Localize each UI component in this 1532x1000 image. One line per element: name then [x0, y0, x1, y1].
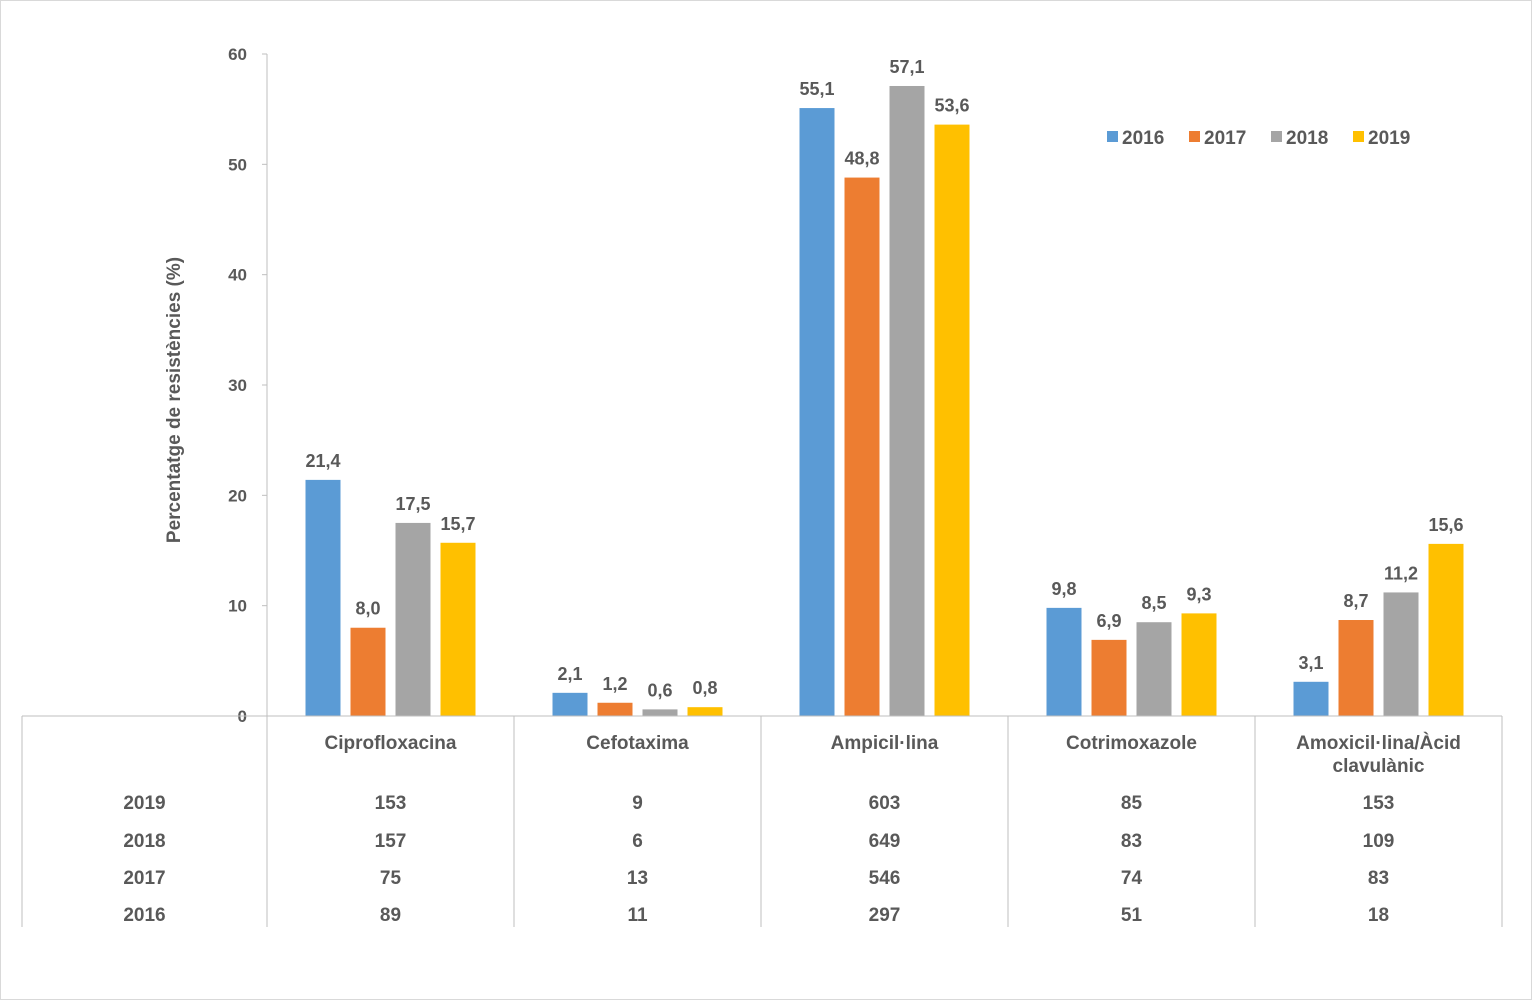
x-category-label: Cotrimoxazole [1066, 733, 1197, 754]
table-cell: 11 [627, 905, 648, 926]
bar-2017 [350, 627, 386, 716]
bar-2016 [799, 108, 835, 716]
table-cell: 83 [1368, 868, 1389, 889]
y-tick-label: 30 [228, 376, 247, 395]
x-category-label: Cefotaxima [586, 733, 689, 754]
bar-2018 [889, 85, 925, 717]
data-label: 57,1 [889, 57, 924, 77]
table-cell: 109 [1363, 831, 1395, 852]
bar-2016 [305, 479, 341, 716]
table-cell: 13 [627, 868, 648, 889]
legend-label: 2018 [1286, 128, 1328, 149]
data-label: 53,6 [934, 96, 969, 116]
table-row-label: 2018 [123, 831, 165, 852]
data-label: 0,8 [692, 678, 717, 698]
data-label: 11,2 [1384, 563, 1418, 583]
data-label: 8,7 [1343, 591, 1368, 611]
y-axis-title: Percentatge de resistències (%) [164, 257, 185, 543]
data-label: 21,4 [305, 451, 340, 471]
data-label: 1,2 [602, 674, 627, 694]
bar-2016 [1046, 607, 1082, 716]
data-label: 9,8 [1051, 579, 1076, 599]
table-row-label: 2017 [123, 868, 165, 889]
data-label: 2,1 [557, 664, 582, 684]
data-label: 8,0 [355, 599, 380, 619]
y-tick-label: 20 [228, 486, 247, 505]
x-category-label: Ciprofloxacina [325, 733, 457, 754]
bar-2017 [1338, 620, 1374, 716]
table-cell: 74 [1121, 868, 1143, 889]
data-label: 17,5 [395, 494, 430, 514]
y-tick-label: 10 [228, 597, 247, 616]
bar-2017 [597, 702, 633, 716]
table-cell: 153 [375, 793, 407, 814]
bar-2019 [440, 542, 476, 716]
data-label: 55,1 [799, 79, 834, 99]
bar-2019 [687, 707, 723, 716]
table-cell: 157 [375, 831, 407, 852]
table-cell: 649 [869, 831, 901, 852]
bar-2016 [552, 692, 588, 716]
data-label: 15,7 [440, 514, 475, 534]
table-cell: 18 [1368, 905, 1389, 926]
x-category-label: Amoxicil·lina/Àcid [1296, 732, 1461, 754]
bar-2018 [395, 522, 431, 716]
legend-label: 2019 [1368, 128, 1410, 149]
table-cell: 83 [1121, 831, 1142, 852]
data-label: 48,8 [844, 149, 879, 169]
table-cell: 9 [632, 793, 643, 814]
data-label: 3,1 [1298, 653, 1323, 673]
y-tick-label: 60 [228, 45, 247, 64]
data-label: 9,3 [1186, 584, 1211, 604]
legend-label: 2016 [1122, 128, 1164, 149]
legend-label: 2017 [1204, 128, 1246, 149]
bar-2017 [1091, 639, 1127, 716]
table-cell: 153 [1363, 793, 1395, 814]
table-cell: 51 [1121, 905, 1143, 926]
table-cell: 297 [869, 905, 901, 926]
legend-swatch-2019 [1353, 131, 1364, 142]
table-row-label: 2016 [123, 905, 165, 926]
data-label: 15,6 [1428, 515, 1463, 535]
bar-2018 [1136, 622, 1172, 716]
y-tick-label: 50 [228, 155, 247, 174]
table-cell: 603 [869, 793, 901, 814]
bar-2017 [844, 177, 880, 716]
table-row-label: 2019 [123, 793, 165, 814]
legend-swatch-2016 [1107, 131, 1118, 142]
table-cell: 6 [632, 831, 643, 852]
bar-2019 [1428, 543, 1464, 716]
table-cell: 75 [380, 868, 402, 889]
table-cell: 546 [869, 868, 901, 889]
x-category-label: Ampicil·lina [831, 733, 939, 754]
data-label: 6,9 [1096, 611, 1121, 631]
bar-2018 [642, 709, 678, 716]
legend-swatch-2017 [1189, 131, 1200, 142]
y-tick-label: 40 [228, 266, 247, 285]
data-label: 8,5 [1141, 593, 1166, 613]
data-label: 0,6 [647, 680, 672, 700]
legend-swatch-2018 [1271, 131, 1282, 142]
table-cell: 89 [380, 905, 401, 926]
bar-2019 [1181, 613, 1217, 716]
table-cell: 85 [1121, 793, 1143, 814]
bar-2016 [1293, 681, 1329, 716]
bar-2018 [1383, 592, 1419, 716]
x-category-label: clavulànic [1333, 756, 1425, 777]
bar-2019 [934, 124, 970, 716]
